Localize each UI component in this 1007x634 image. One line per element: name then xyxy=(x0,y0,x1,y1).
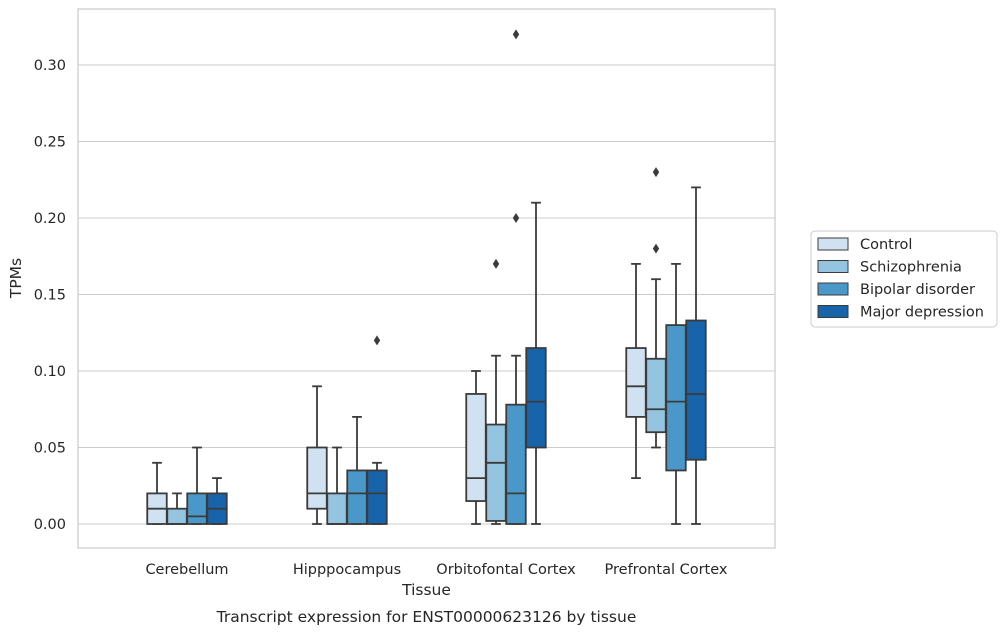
box-bipolar-disorder xyxy=(505,354,527,525)
outlier-marker xyxy=(492,258,500,269)
outlier-marker xyxy=(652,243,660,254)
legend: Control Schizophrenia Bipolar disorder Majo… xyxy=(810,230,998,328)
legend-label: Control xyxy=(860,237,912,253)
y-tick-label: 0.25 xyxy=(34,135,66,151)
box-body xyxy=(326,492,348,525)
box-body xyxy=(465,393,487,502)
box-body xyxy=(346,469,368,525)
legend-swatch xyxy=(817,237,849,251)
box-major-depression xyxy=(685,186,707,525)
box-major-depression xyxy=(366,461,388,525)
legend-label: Major depression xyxy=(860,305,984,321)
box-schizophrenia xyxy=(326,446,348,525)
legend-swatch xyxy=(817,305,849,318)
x-tick-labels: Cerebellum Hipppocampus Orbitofontal Corte… xyxy=(145,562,727,578)
y-tick-label: 0.10 xyxy=(34,364,66,380)
x-tick-label: Orbitofontal Cortex xyxy=(436,562,576,578)
legend-item-bipolar-disorder: Bipolar disorder xyxy=(817,282,975,298)
box-body xyxy=(166,507,188,525)
box-body xyxy=(625,347,647,418)
outlier-marker xyxy=(652,167,660,178)
box-schizophrenia xyxy=(485,354,507,525)
outlier-marker xyxy=(512,213,520,223)
legend-label: Bipolar disorder xyxy=(860,282,975,298)
box-schizophrenia xyxy=(166,492,188,525)
box-bipolar-disorder xyxy=(186,446,208,525)
y-tick-label: 0.00 xyxy=(34,517,66,533)
box-control xyxy=(465,370,487,525)
box-bipolar-disorder xyxy=(665,262,687,525)
legend-label: Schizophrenia xyxy=(860,260,962,276)
box-schizophrenia xyxy=(645,278,667,449)
legend-item-major-depression: Major depression xyxy=(817,305,984,321)
y-tick-label: 0.20 xyxy=(34,211,66,227)
legend-frame xyxy=(810,230,998,328)
outlier-points xyxy=(373,29,660,346)
outlier-marker xyxy=(373,335,381,346)
box-major-depression xyxy=(525,201,547,525)
box-body xyxy=(485,423,507,522)
x-tick-label: Cerebellum xyxy=(145,562,228,578)
y-tick-label: 0.05 xyxy=(34,441,66,457)
box-body xyxy=(685,319,707,461)
legend-swatch xyxy=(817,282,849,296)
box-control xyxy=(146,461,168,525)
box-body xyxy=(306,446,328,510)
y-tick-label: 0.30 xyxy=(34,58,66,74)
box-body xyxy=(645,357,667,434)
y-axis-title: TPMs xyxy=(7,258,25,299)
y-tick-label: 0.15 xyxy=(34,288,66,304)
box-body xyxy=(186,492,208,525)
box-bipolar-disorder xyxy=(346,415,368,525)
box-body xyxy=(505,403,527,525)
box-body xyxy=(525,347,547,449)
figure-caption: Transcript expression for ENST0000062312… xyxy=(216,608,637,626)
box-control xyxy=(306,385,328,525)
x-tick-label: Hipppocampus xyxy=(293,562,401,578)
outlier-marker xyxy=(512,29,520,40)
legend-swatch xyxy=(817,260,849,273)
box-control xyxy=(625,262,647,480)
plot-frame xyxy=(77,8,776,549)
box-major-depression xyxy=(206,477,228,525)
box-body xyxy=(665,324,687,472)
legend-item-control: Control xyxy=(817,237,912,253)
x-axis-title: Tissue xyxy=(401,581,451,599)
y-tick-labels: 0.00 0.05 0.10 0.15 0.20 0.25 0.30 xyxy=(34,58,66,533)
box-plots xyxy=(146,186,707,525)
x-tick-label: Prefrontal Cortex xyxy=(605,562,728,578)
box-body xyxy=(366,469,388,525)
legend-item-schizophrenia: Schizophrenia xyxy=(817,260,962,276)
